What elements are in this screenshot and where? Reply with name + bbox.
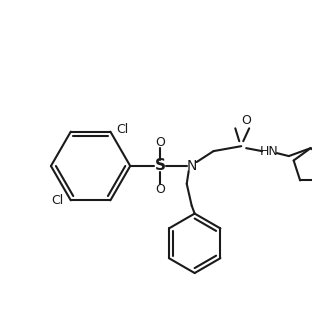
Text: O: O <box>155 183 165 196</box>
Text: Cl: Cl <box>51 194 63 207</box>
Text: S: S <box>155 159 166 173</box>
Text: O: O <box>241 114 251 127</box>
Text: O: O <box>155 136 165 149</box>
Text: Cl: Cl <box>116 123 128 136</box>
Text: HN: HN <box>259 145 278 158</box>
Text: N: N <box>187 159 197 173</box>
